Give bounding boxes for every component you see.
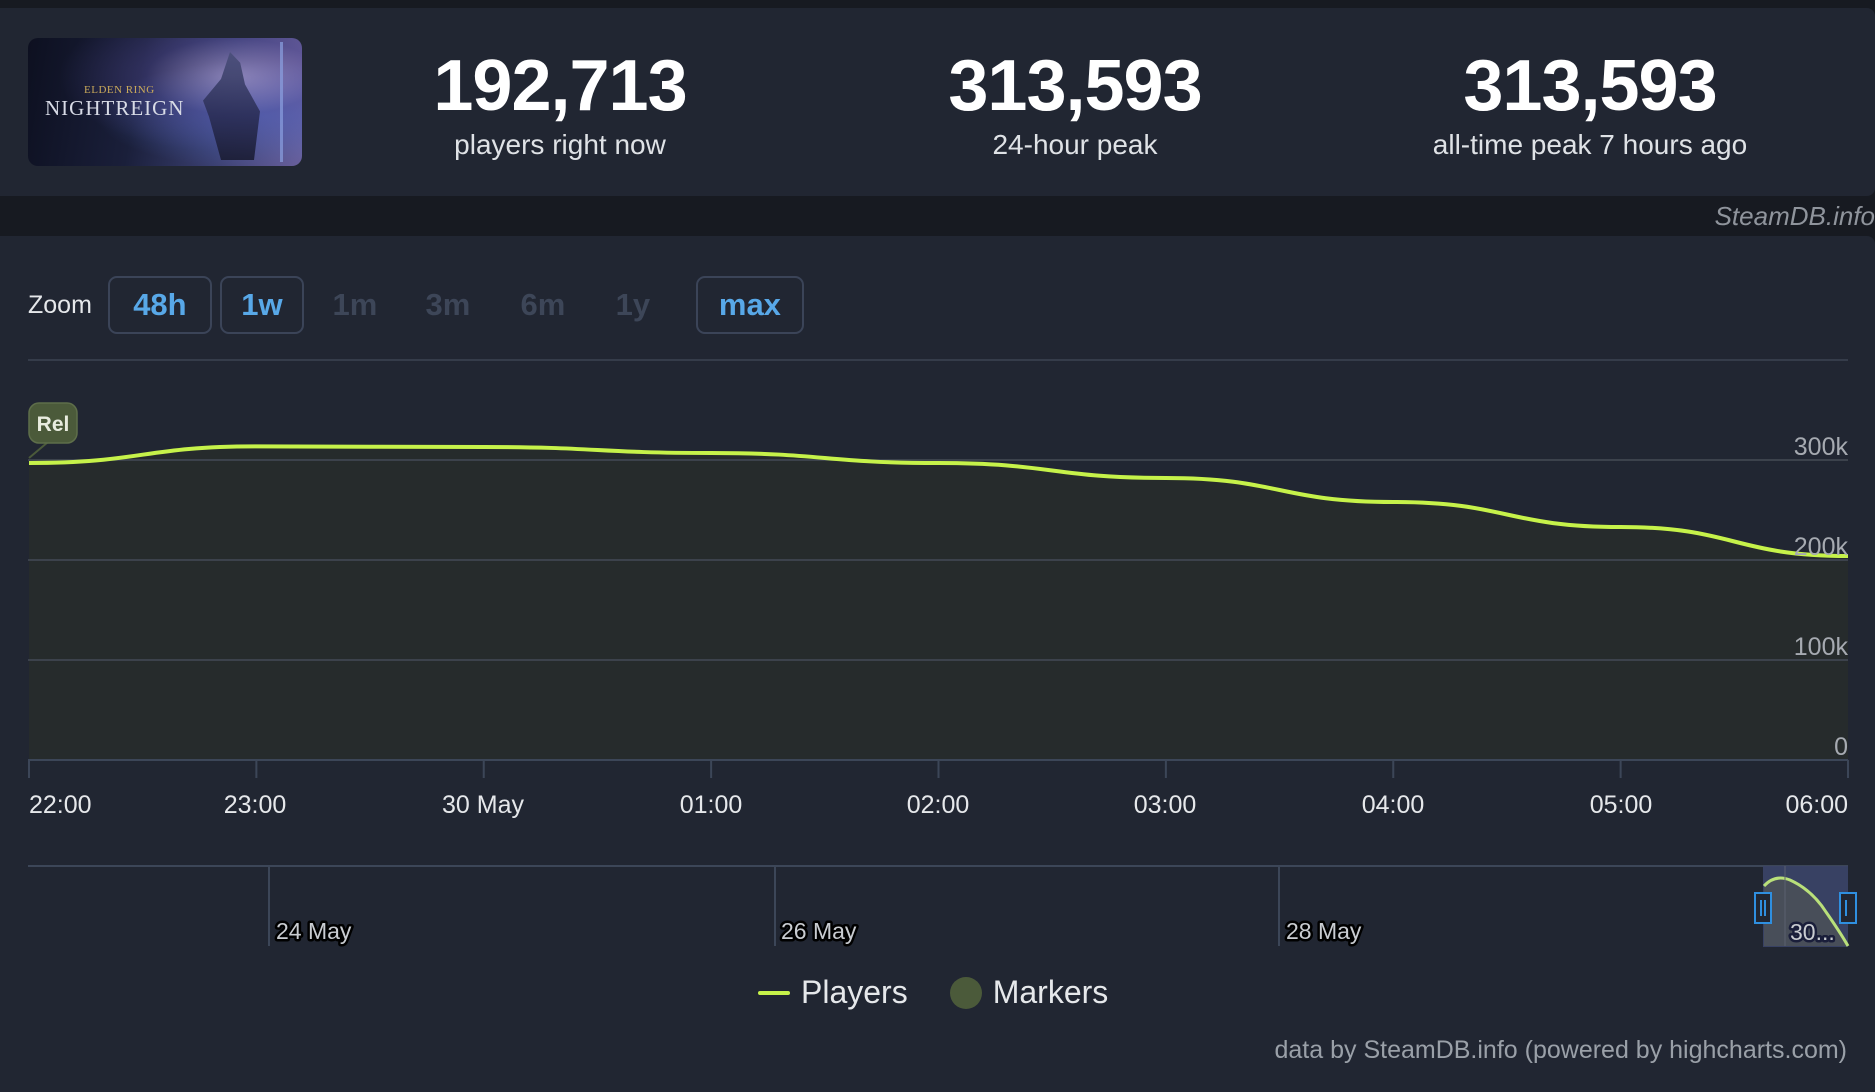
stat-24h-peak: 313,593 24-hour peak [900, 46, 1250, 162]
x-label: 03:00 [1134, 791, 1197, 819]
x-label: 01:00 [680, 791, 743, 819]
stat-all-time-peak: 313,593 all-time peak 7 hours ago [1400, 46, 1780, 162]
x-label: 05:00 [1590, 791, 1653, 819]
players-area [29, 446, 1848, 760]
players-chart[interactable]: 300k 200k 100k 0 22:00 23:00 30 May 01:0… [0, 236, 1875, 1092]
stat-current-players: 192,713 players right now [410, 46, 710, 162]
y-label-0: 0 [1834, 733, 1848, 761]
release-marker[interactable]: Rel [28, 402, 78, 459]
x-label: 06:00 [1785, 791, 1848, 819]
y-label-100k: 100k [1794, 633, 1849, 661]
zoom-1y-button[interactable]: 1y [615, 287, 651, 322]
top-strip [0, 0, 1875, 8]
banner-knight-figure [203, 52, 260, 160]
banner-subtitle: ELDEN RING [84, 84, 155, 96]
zoom-max-button[interactable]: max [695, 276, 804, 334]
navigator-label-current: 30... [1790, 919, 1835, 945]
navigator-label: 24 May [276, 918, 352, 944]
marker-label: Rel [37, 413, 70, 436]
stat-value: 313,593 [1463, 46, 1717, 126]
legend-label: Markers [992, 974, 1109, 1010]
players-line[interactable] [28, 444, 1849, 558]
stat-label: players right now [454, 129, 666, 160]
zoom-controls: Zoom 48h 1w 1m 3m 6m 1y max [28, 276, 812, 334]
x-axis-labels: 22:00 23:00 30 May 01:00 02:00 03:00 04:… [29, 791, 1848, 819]
stats-card: ELDEN RING NIGHTREIGN 192,713 players ri… [0, 8, 1875, 196]
legend-item-players[interactable]: Players [758, 974, 908, 1011]
stat-label: 24-hour peak [992, 129, 1158, 160]
navigator-right-handle[interactable] [1839, 892, 1857, 924]
zoom-1m-button[interactable]: 1m [332, 287, 378, 322]
legend-item-markers[interactable]: Markers [949, 974, 1109, 1011]
y-gridlines [28, 459, 1848, 661]
x-label: 30 May [442, 791, 524, 819]
banner-staff [280, 42, 283, 162]
navigator-left-handle[interactable] [1754, 892, 1772, 924]
circle-icon [949, 976, 982, 1009]
y-label-300k: 300k [1794, 433, 1849, 461]
zoom-48h-button[interactable]: 48h [107, 276, 212, 334]
x-label: 22:00 [29, 791, 92, 819]
chart-legend: Players Markers [758, 974, 1150, 1011]
x-label: 04:00 [1362, 791, 1425, 819]
x-axis-ticks [28, 760, 1849, 778]
navigator[interactable]: 24 May 26 May 28 May 30... [28, 865, 1857, 948]
y-label-200k: 200k [1794, 533, 1849, 561]
x-label: 02:00 [907, 791, 970, 819]
y-axis-labels: 300k 200k 100k 0 [1794, 433, 1849, 761]
navigator-label: 28 May [1286, 918, 1362, 944]
x-label: 23:00 [224, 791, 287, 819]
banner-title: NIGHTREIGN [45, 96, 185, 120]
zoom-label: Zoom [28, 290, 92, 319]
zoom-1w-button[interactable]: 1w [219, 276, 304, 334]
stat-value: 313,593 [948, 46, 1202, 126]
stat-value: 192,713 [433, 46, 687, 126]
zoom-6m-button[interactable]: 6m [520, 287, 566, 322]
navigator-label: 26 May [781, 918, 857, 944]
chart-card: Zoom 48h 1w 1m 3m 6m 1y max 300k 200k 10… [0, 236, 1875, 1092]
game-banner-image[interactable]: ELDEN RING NIGHTREIGN [28, 38, 302, 166]
chart-credits-link[interactable]: data by SteamDB.info (powered by highcha… [1274, 1036, 1848, 1064]
zoom-3m-button[interactable]: 3m [425, 287, 471, 322]
steamdb-watermark: SteamDB.info [1714, 201, 1875, 231]
line-icon [758, 990, 790, 995]
legend-label: Players [801, 974, 908, 1010]
stat-label: all-time peak 7 hours ago [1432, 129, 1748, 160]
